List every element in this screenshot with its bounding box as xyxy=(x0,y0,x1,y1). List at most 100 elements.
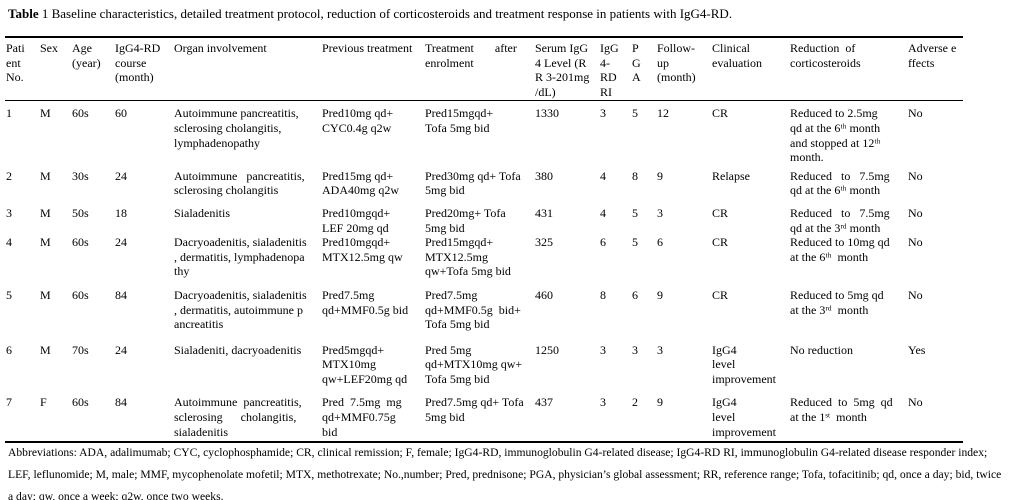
cell-reduction-corticosteroids: Reduced to 2.5mg qd at the 6ᵗʰ month and… xyxy=(790,106,881,165)
cell-pga: 6 xyxy=(632,287,638,302)
cell-igg4-rd-ri: 6 xyxy=(600,235,606,250)
table-header-row: Pati ent No. Sex Age (year) IgG4-RD cour… xyxy=(5,37,963,102)
cell-patient-no: 5 xyxy=(6,287,12,302)
cell-reduction-corticosteroids: Reduced to 5mg qd at the 1ˢᵗ month xyxy=(790,395,893,425)
cell-clinical-evaluation: IgG4 level improvement xyxy=(712,395,776,439)
cell-course: 60 xyxy=(115,106,127,121)
cell-patient-no: 7 xyxy=(6,395,12,410)
cell-treatment-after-enrolment: Pred15mgqd+ Tofa 5mg bid xyxy=(425,106,494,135)
cell-sex: M xyxy=(40,342,51,357)
cell-follow-up: 12 xyxy=(657,106,669,121)
cell-serum-igg4: 325 xyxy=(535,235,553,250)
col-header-course: IgG4-RD course (month) xyxy=(114,37,173,102)
cell-pga: 8 xyxy=(632,168,638,183)
cell-igg4-rd-ri: 4 xyxy=(600,168,606,183)
cell-age: 50s xyxy=(72,205,89,220)
cell-serum-igg4: 1250 xyxy=(535,342,559,357)
cell-pga: 5 xyxy=(632,106,638,121)
cell-igg4-rd-ri: 3 xyxy=(600,395,606,410)
cell-pga: 2 xyxy=(632,395,638,410)
cell-pga: 3 xyxy=(632,342,638,357)
table-row: 1 M 60s 60 Autoimmune pancreatitis, scle… xyxy=(5,101,963,169)
cell-serum-igg4: 1330 xyxy=(535,106,559,121)
cell-igg4-rd-ri: 3 xyxy=(600,106,606,121)
cell-serum-igg4: 460 xyxy=(535,287,553,302)
cell-previous-treatment: Pred15mg qd+ ADA40mg q2w xyxy=(322,168,399,198)
cell-previous-treatment: Pred7.5mg qd+MMF0.5g bid xyxy=(322,287,409,317)
cell-previous-treatment: Pred10mgqd+ MTX12.5mg qw xyxy=(322,235,403,264)
cell-clinical-evaluation: Relapse xyxy=(712,168,750,183)
cell-organ-involvement: Autoimmune pancreatitis, sclerosing chol… xyxy=(174,168,305,198)
col-header-igg4-rd-ri: IgG 4- RD RI xyxy=(599,37,631,102)
cell-adverse-effects: No xyxy=(908,205,923,220)
cell-organ-involvement: Dacryoadenitis, sialadenitis , dermatiti… xyxy=(174,287,307,332)
cell-course: 24 xyxy=(115,342,127,357)
cell-adverse-effects: No xyxy=(908,395,923,410)
cell-course: 84 xyxy=(115,287,127,302)
cell-treatment-after-enrolment: Pred30mg qd+ Tofa 5mg bid xyxy=(425,168,521,198)
cell-organ-involvement: Autoimmune pancreatitis, sclerosing chol… xyxy=(174,106,299,150)
col-header-age: Age (year) xyxy=(71,37,114,102)
cell-organ-involvement: Autoimmune pancreatitis, sclerosing chol… xyxy=(174,395,302,439)
cell-igg4-rd-ri: 4 xyxy=(600,205,606,220)
cell-course: 84 xyxy=(115,395,127,410)
table-caption-label: Table xyxy=(8,6,39,21)
cell-age: 60s xyxy=(72,395,89,410)
cell-serum-igg4: 380 xyxy=(535,168,553,183)
table-row: 4 M 60s 24 Dacryoadenitis, sialadenitis … xyxy=(5,235,963,288)
table-caption-text: 1 Baseline characteristics, detailed tre… xyxy=(38,6,733,21)
col-header-sex: Sex xyxy=(39,37,71,102)
cell-sex: M xyxy=(40,106,51,121)
cell-reduction-corticosteroids: Reduced to 7.5mg qd at the 6ᵗʰ month xyxy=(790,168,890,198)
cell-follow-up: 6 xyxy=(657,235,663,250)
cell-adverse-effects: No xyxy=(908,106,923,121)
cell-clinical-evaluation: CR xyxy=(712,235,729,250)
cell-adverse-effects: No xyxy=(908,235,923,250)
cell-pga: 5 xyxy=(632,235,638,250)
col-header-clinical-evaluation: Clinical evaluation xyxy=(711,37,789,102)
col-header-previous-treatment: Previous treatment xyxy=(321,37,424,102)
cell-treatment-after-enrolment: Pred7.5mg qd+MMF0.5g bid+ Tofa 5mg bid xyxy=(425,287,521,332)
cell-sex: M xyxy=(40,205,51,220)
cell-treatment-after-enrolment: Pred7.5mg qd+ Tofa 5mg bid xyxy=(425,395,524,425)
col-header-reduction-corticosteroids: Reduction of corticosteroids xyxy=(789,37,907,102)
cell-age: 60s xyxy=(72,106,89,121)
cell-patient-no: 2 xyxy=(6,168,12,183)
cell-sex: F xyxy=(40,395,47,410)
cell-treatment-after-enrolment: Pred 5mg qd+MTX10mg qw+ Tofa 5mg bid xyxy=(425,342,523,386)
col-header-adverse-effects: Adverse e ffects xyxy=(907,37,963,102)
cell-follow-up: 3 xyxy=(657,205,663,220)
cell-previous-treatment: Pred10mgqd+ LEF 20mg qd xyxy=(322,205,391,235)
col-header-pga: P G A xyxy=(631,37,656,102)
col-header-follow-up: Follow- up (month) xyxy=(656,37,711,102)
cell-previous-treatment: Pred 7.5mg mg qd+MMF0.75g bid xyxy=(322,395,402,439)
col-header-organ-involvement: Organ involvement xyxy=(173,37,321,102)
cell-patient-no: 1 xyxy=(6,106,12,121)
cell-organ-involvement: Sialadenitis xyxy=(174,205,230,220)
cell-serum-igg4: 437 xyxy=(535,395,553,410)
cell-igg4-rd-ri: 8 xyxy=(600,287,606,302)
cell-igg4-rd-ri: 3 xyxy=(600,342,606,357)
cell-sex: M xyxy=(40,287,51,302)
cell-patient-no: 3 xyxy=(6,205,12,220)
cell-course: 18 xyxy=(115,205,127,220)
table-row: 5 M 60s 84 Dacryoadenitis, sialadenitis … xyxy=(5,288,963,343)
cell-clinical-evaluation: CR xyxy=(712,205,729,220)
cell-patient-no: 4 xyxy=(6,235,12,250)
cell-organ-involvement: Dacryoadenitis, sialadenitis , dermatiti… xyxy=(174,235,307,279)
cell-previous-treatment: Pred10mg qd+ CYC0.4g q2w xyxy=(322,106,394,135)
cell-clinical-evaluation: IgG4 level improvement xyxy=(712,342,776,386)
cell-clinical-evaluation: CR xyxy=(712,287,729,302)
col-header-patient-no: Pati ent No. xyxy=(5,37,39,102)
cell-reduction-corticosteroids: Reduced to 5mg qd at the 3ʳᵈ month xyxy=(790,287,884,317)
table-row: 7 F 60s 84 Autoimmune pancreatitis, scle… xyxy=(5,395,963,442)
table-row: 3 M 50s 18 Sialadenitis Pred10mgqd+ LEF … xyxy=(5,206,963,235)
cell-adverse-effects: No xyxy=(908,287,923,302)
cell-age: 60s xyxy=(72,235,89,250)
cell-treatment-after-enrolment: Pred20mg+ Tofa 5mg bid xyxy=(425,205,506,235)
cell-sex: M xyxy=(40,168,51,183)
col-header-treatment-after-enrolment: Treatment after enrolment xyxy=(424,37,534,102)
cell-clinical-evaluation: CR xyxy=(712,106,729,121)
cell-reduction-corticosteroids: Reduced to 10mg qd at the 6ᵗʰ month xyxy=(790,235,890,264)
cell-serum-igg4: 431 xyxy=(535,205,553,220)
